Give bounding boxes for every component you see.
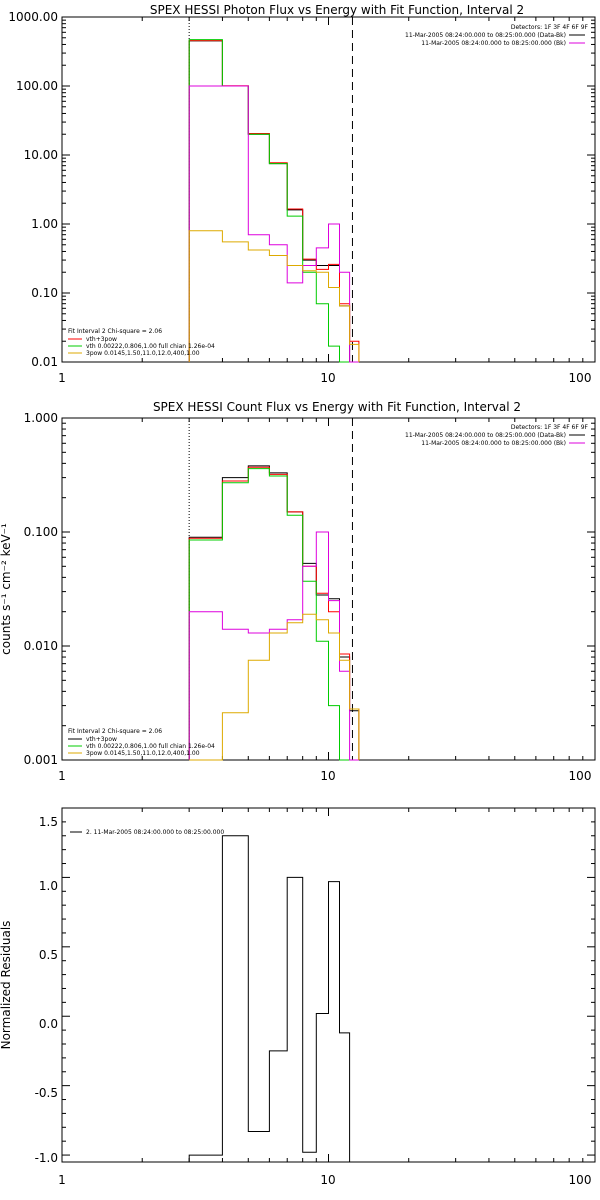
count-legend-header: Detectors: 1F 3F 4F 6F 9F [511,424,589,431]
count-xtick-label: 100 [569,769,592,783]
photon-legend-entry: 11-Mar-2005 08:24:00.000 to 08:25:00.000… [405,32,566,39]
photon-legend-entry: 11-Mar-2005 08:24:00.000 to 08:25:00.000… [421,40,566,47]
series-line [188,468,359,761]
residuals-ticks [61,807,595,1162]
photon-ytick-label: 10.00 [24,148,58,162]
photon-flux-panel: SPEX HESSI Photon Flux vs Energy with Fi… [8,3,596,385]
residuals-ytick-label: 1.0 [39,879,58,893]
series-line [188,40,360,362]
residuals-ytick-label: -1.0 [35,1151,58,1165]
series-line [188,835,351,1162]
series-line [188,531,359,761]
count-flux-panel: SPEX HESSI Count Flux vs Energy with Fit… [0,400,596,783]
photon-fit-entry: 3pow 0.0145,1.50,11.0,12.0,400,1.00 [86,350,200,357]
photon-ytick-label: 100.00 [16,79,58,93]
photon-legend-header: Detectors: 1F 3F 4F 6F 9F [511,24,589,31]
count-ytick-label: 1.000 [24,411,58,425]
photon-ytick-label: 1.00 [31,217,58,231]
residuals-xtick-label: 10 [320,1173,335,1187]
count-flux-title: SPEX HESSI Count Flux vs Energy with Fit… [153,400,521,414]
residuals-xtick-label: 1 [58,1173,66,1187]
count-flux-vlines [188,418,353,760]
series-line [189,613,360,761]
series-line [188,85,359,363]
count-legend-entry: 11-Mar-2005 08:24:00.000 to 08:25:00.000… [405,432,566,439]
residuals-ytick-label: 0.5 [39,948,58,962]
residuals-ytick-label: 1.5 [39,815,58,829]
photon-fit-header: Fit Interval 2 Chi-square = 2.06 [68,328,162,335]
photon-flux-series [188,39,360,363]
count-xtick-label: 10 [320,769,335,783]
photon-flux-vlines [188,17,353,362]
residuals-ylabel: Normalized Residuals [0,921,13,1050]
photon-xtick-label: 1 [58,371,66,385]
residuals-legend-entry: 2. 11-Mar-2005 08:24:00.000 to 08:25:00.… [86,829,224,836]
series-line [188,465,360,760]
count-ytick-label: 0.001 [24,753,58,767]
series-line [188,40,359,363]
count-fit-entry: vth+3pow [86,736,117,743]
photon-xtick-label: 100 [569,371,592,385]
residuals-ytick-label: 0.0 [39,1017,58,1031]
series-line [188,39,359,363]
residuals-series [188,835,351,1162]
photon-ytick-label: 1000.00 [8,10,58,24]
photon-xtick-label: 10 [320,371,335,385]
residuals-xtick-label: 100 [569,1173,592,1187]
count-legend-entry: 11-Mar-2005 08:24:00.000 to 08:25:00.000… [421,440,566,447]
photon-ytick-label: 0.01 [31,355,58,369]
series-line [188,230,360,362]
photon-fit-entry: vth+3pow [86,336,117,343]
residuals-ytick-label: -0.5 [35,1086,58,1100]
count-fit-header: Fit Interval 2 Chi-square = 2.06 [68,728,162,735]
count-flux-ylabel: counts s⁻¹ cm⁻² keV⁻¹ [0,523,13,655]
count-fit-entry: vth 0.00222,0.806,1.00 full chian 1.26e-… [86,743,215,750]
count-ytick-label: 0.100 [24,525,58,539]
count-ytick-label: 0.010 [24,639,58,653]
count-flux-series [188,465,360,761]
photon-ytick-label: 0.10 [31,286,58,300]
photon-flux-title: SPEX HESSI Photon Flux vs Energy with Fi… [150,3,524,17]
photon-fit-entry: vth 0.00222,0.806,1.00 full chian 1.26e-… [86,343,215,350]
series-line [188,466,360,760]
count-xtick-label: 1 [58,769,66,783]
residuals-panel: Normalized Residuals 1 10 100 -1.0 -0.5 … [0,807,596,1187]
count-fit-entry: 3pow 0.0145,1.50,11.0,12.0,400,1.00 [86,750,200,757]
photon-flux-ticks [61,17,595,363]
